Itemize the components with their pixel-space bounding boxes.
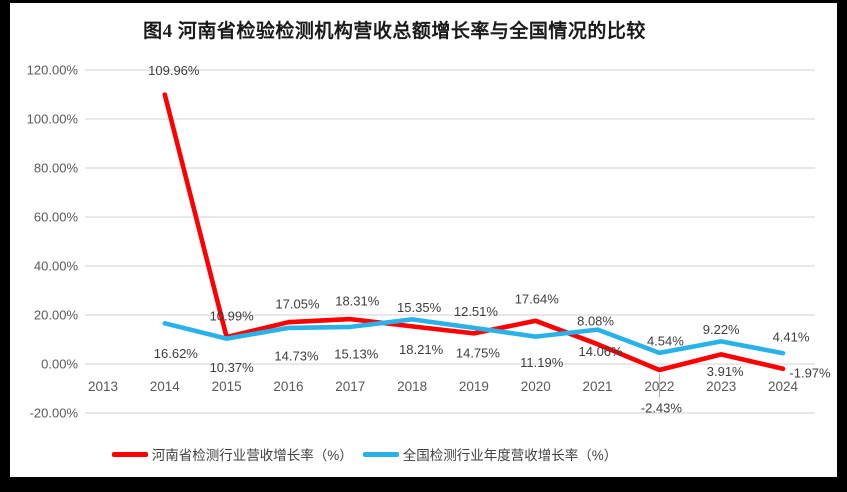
frame-border-left bbox=[0, 0, 10, 492]
series-line-national bbox=[162, 317, 786, 356]
legend-label-national: 全国检测行业年度营收增长率（%） bbox=[402, 448, 618, 463]
x-axis-tick-label: 2020 bbox=[521, 379, 551, 394]
y-axis-tick-label: 60.00% bbox=[34, 210, 79, 225]
data-point-label: 4.41% bbox=[773, 330, 810, 345]
data-point-label: 12.51% bbox=[454, 304, 499, 319]
data-point-label: 109.96% bbox=[148, 63, 200, 78]
data-point-label: 11.19% bbox=[520, 355, 564, 370]
x-axis-tick-label: 2024 bbox=[768, 379, 799, 394]
chart-title: 图4 河南省检验检测机构营收总额增长率与全国情况的比较 bbox=[143, 21, 646, 42]
y-axis-tick-label: 40.00% bbox=[34, 259, 79, 274]
y-axis-tick-label: 120.00% bbox=[27, 63, 79, 78]
x-axis-tick-label: 2015 bbox=[212, 379, 242, 394]
y-axis-tick-label: 80.00% bbox=[34, 161, 79, 176]
data-point-label: -2.43% bbox=[641, 400, 683, 415]
frame-border-bottom bbox=[0, 477, 847, 492]
data-point-label: 14.73% bbox=[274, 348, 319, 363]
data-point-label: 10.37% bbox=[210, 360, 255, 375]
x-axis-tick-label: 2023 bbox=[706, 379, 736, 394]
data-point-label: 15.35% bbox=[397, 300, 442, 315]
data-point-label: 3.91% bbox=[707, 364, 744, 379]
y-axis-tick-label: -20.00% bbox=[30, 406, 79, 421]
chart-legend: 河南省检测行业营收增长率（%） 全国检测行业年度营收增长率（%） bbox=[0, 444, 847, 464]
x-axis-tick-label: 2017 bbox=[335, 379, 365, 394]
legend-line-swatch-red bbox=[111, 451, 148, 457]
data-point-label: 4.54% bbox=[647, 333, 684, 348]
y-axis-tick-label: 20.00% bbox=[34, 308, 79, 323]
data-point-label: 18.21% bbox=[399, 342, 444, 357]
data-point-label: 14.75% bbox=[456, 345, 501, 360]
x-axis-tick-label: 2014 bbox=[150, 379, 181, 394]
legend-line-swatch-blue bbox=[362, 451, 399, 457]
frame-border-top bbox=[0, 0, 847, 3]
data-point-label: 14.06% bbox=[579, 344, 624, 359]
data-point-label: 15.13% bbox=[334, 346, 379, 361]
legend-item-henan: 河南省检测行业营收增长率（%） bbox=[111, 444, 353, 464]
data-point-label: 10.99% bbox=[210, 309, 255, 324]
data-point-label: 9.22% bbox=[703, 322, 740, 337]
x-axis-tick-label: 2018 bbox=[397, 379, 427, 394]
x-axis-tick-label: 2013 bbox=[88, 379, 118, 394]
data-point-label: 17.05% bbox=[275, 297, 320, 312]
data-point-label: 18.31% bbox=[335, 294, 380, 309]
x-axis-tick-label: 2016 bbox=[273, 379, 303, 394]
data-point-label: 8.08% bbox=[577, 314, 614, 329]
data-point-label: 17.64% bbox=[515, 291, 560, 306]
frame-border-right bbox=[837, 0, 847, 492]
data-point-label: 16.62% bbox=[154, 346, 199, 361]
y-axis-tick-label: 0.00% bbox=[41, 357, 78, 372]
legend-item-national: 全国检测行业年度营收增长率（%） bbox=[362, 444, 618, 464]
data-point-label: -1.97% bbox=[789, 365, 831, 380]
legend-label-henan: 河南省检测行业营收增长率（%） bbox=[151, 448, 353, 463]
y-axis-tick-label: 100.00% bbox=[27, 112, 79, 127]
series-line-henan bbox=[162, 92, 786, 373]
x-axis-tick-label: 2019 bbox=[459, 379, 489, 394]
x-axis-tick-label: 2021 bbox=[583, 379, 613, 394]
